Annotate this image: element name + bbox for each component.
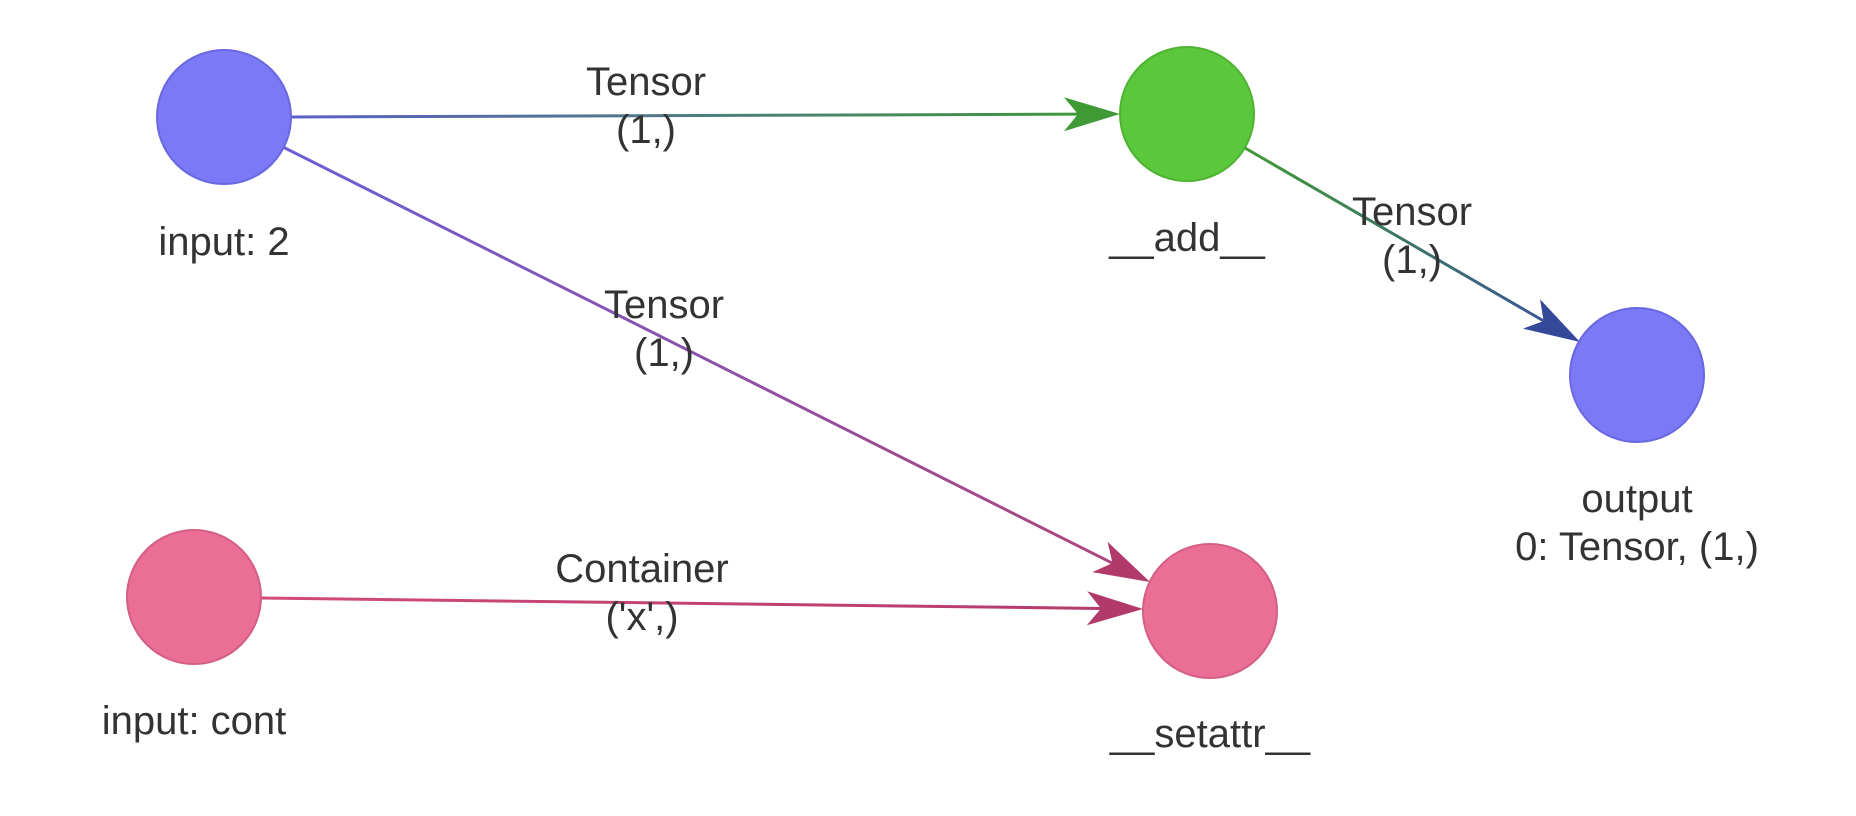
- edge-label: Tensor(1,): [1352, 190, 1472, 282]
- node-label: 0: Tensor, (1,): [1515, 525, 1759, 569]
- node-label: input: 2: [158, 220, 289, 264]
- edge-line: [289, 112, 1079, 119]
- edge-label-line: (1,): [1382, 238, 1442, 282]
- edge-label-line: ('x',): [605, 595, 678, 639]
- edge-line: [282, 145, 1114, 565]
- edge-label: Tensor(1,): [604, 283, 724, 375]
- edge-label-line: Tensor: [1352, 190, 1472, 234]
- node-input_2[interactable]: input: 2: [156, 49, 292, 264]
- edge-inputcont-setattr: Container('x',): [260, 547, 1143, 639]
- arrow-head-icon: [1092, 541, 1150, 582]
- node-circle[interactable]: [1569, 307, 1705, 443]
- arrow-head-icon: [1086, 591, 1143, 626]
- edge-add-output: Tensor(1,): [1244, 146, 1580, 342]
- node-circle[interactable]: [156, 49, 292, 185]
- node-circle[interactable]: [126, 529, 262, 665]
- node-circle[interactable]: [1119, 46, 1255, 182]
- edge-label-line: Tensor: [604, 283, 724, 327]
- node-label: output: [1581, 477, 1692, 521]
- node-label: __setattr__: [1109, 712, 1311, 756]
- arrow-head-icon: [1523, 299, 1580, 342]
- edge-label: Container('x',): [555, 547, 728, 639]
- node-label: __add__: [1108, 216, 1265, 260]
- edge-label-line: (1,): [634, 331, 694, 375]
- edge-line: [1244, 146, 1545, 323]
- node-add[interactable]: __add__: [1108, 46, 1266, 260]
- edge-line: [260, 596, 1102, 610]
- edge-label-line: Tensor: [586, 60, 706, 104]
- arrow-head-icon: [1063, 97, 1120, 132]
- node-setattr[interactable]: __setattr__: [1109, 543, 1311, 756]
- node-circle[interactable]: [1142, 543, 1278, 679]
- edge-label: Tensor(1,): [586, 60, 706, 152]
- edges-layer: Tensor(1,)Tensor(1,)Tensor(1,)Container(…: [260, 60, 1580, 639]
- edge-input2-setattr: Tensor(1,): [282, 145, 1150, 582]
- edge-label-line: Container: [555, 547, 728, 591]
- edge-input2-add: Tensor(1,): [289, 60, 1120, 152]
- edge-label-line: (1,): [616, 108, 676, 152]
- node-label: input: cont: [102, 699, 287, 743]
- node-input_cont[interactable]: input: cont: [102, 529, 287, 743]
